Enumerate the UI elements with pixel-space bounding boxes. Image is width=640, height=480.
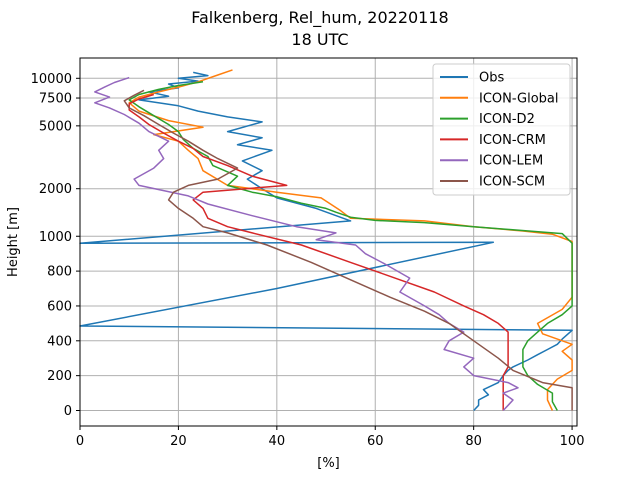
legend-label-icon-crm: ICON-CRM bbox=[479, 133, 546, 148]
series-group bbox=[79, 69, 573, 412]
y-tick-label: 7500 bbox=[39, 92, 72, 107]
x-tick-label: 20 bbox=[170, 434, 187, 449]
series-line-icon-crm bbox=[128, 93, 509, 411]
x-tick-label: 100 bbox=[560, 434, 585, 449]
y-tick-label: 400 bbox=[47, 334, 72, 349]
y-tick-label: 600 bbox=[47, 299, 72, 314]
x-tick-label: 0 bbox=[76, 434, 84, 449]
y-axis-label: Height [m] bbox=[6, 207, 21, 277]
series-line-obs bbox=[79, 71, 573, 412]
y-tick-label: 5000 bbox=[39, 119, 72, 134]
series-line-icon-global bbox=[128, 69, 573, 411]
x-tick-label: 60 bbox=[367, 434, 384, 449]
legend: Obs ICON-Global ICON-D2 ICON-CRM ICON-LEM ICO… bbox=[432, 63, 571, 196]
legend-label-obs: Obs bbox=[479, 71, 504, 86]
x-axis-label: [%] bbox=[317, 456, 340, 471]
legend-label-icon-lem: ICON-LEM bbox=[479, 154, 543, 169]
series-line-icon-scm bbox=[123, 89, 573, 411]
y-tick-label: 2000 bbox=[39, 182, 72, 197]
legend-label-icon-d2: ICON-D2 bbox=[479, 112, 535, 127]
y-tick-label: 200 bbox=[47, 369, 72, 384]
y-tick-label: 1000 bbox=[39, 230, 72, 245]
legend-label-icon-global: ICON-Global bbox=[479, 91, 559, 106]
y-tick-label: 0 bbox=[64, 404, 72, 419]
plot-frame bbox=[79, 57, 578, 427]
x-tick-label: 40 bbox=[269, 434, 286, 449]
y-tick-label: 10000 bbox=[31, 72, 72, 87]
legend-label-icon-scm: ICON-SCM bbox=[479, 175, 545, 190]
legend-frame bbox=[432, 63, 571, 196]
chart-subtitle: 18 UTC bbox=[291, 30, 348, 49]
y-tick-label: 800 bbox=[47, 265, 72, 280]
chart-title: Falkenberg, Rel_hum, 20220118 bbox=[191, 8, 448, 28]
series-line-icon-lem bbox=[94, 76, 519, 412]
ticks-group: 0 20 40 60 80 1000200400600800100020005000750… bbox=[31, 72, 585, 449]
series-line-icon-d2 bbox=[128, 81, 573, 411]
x-tick-label: 80 bbox=[465, 434, 482, 449]
